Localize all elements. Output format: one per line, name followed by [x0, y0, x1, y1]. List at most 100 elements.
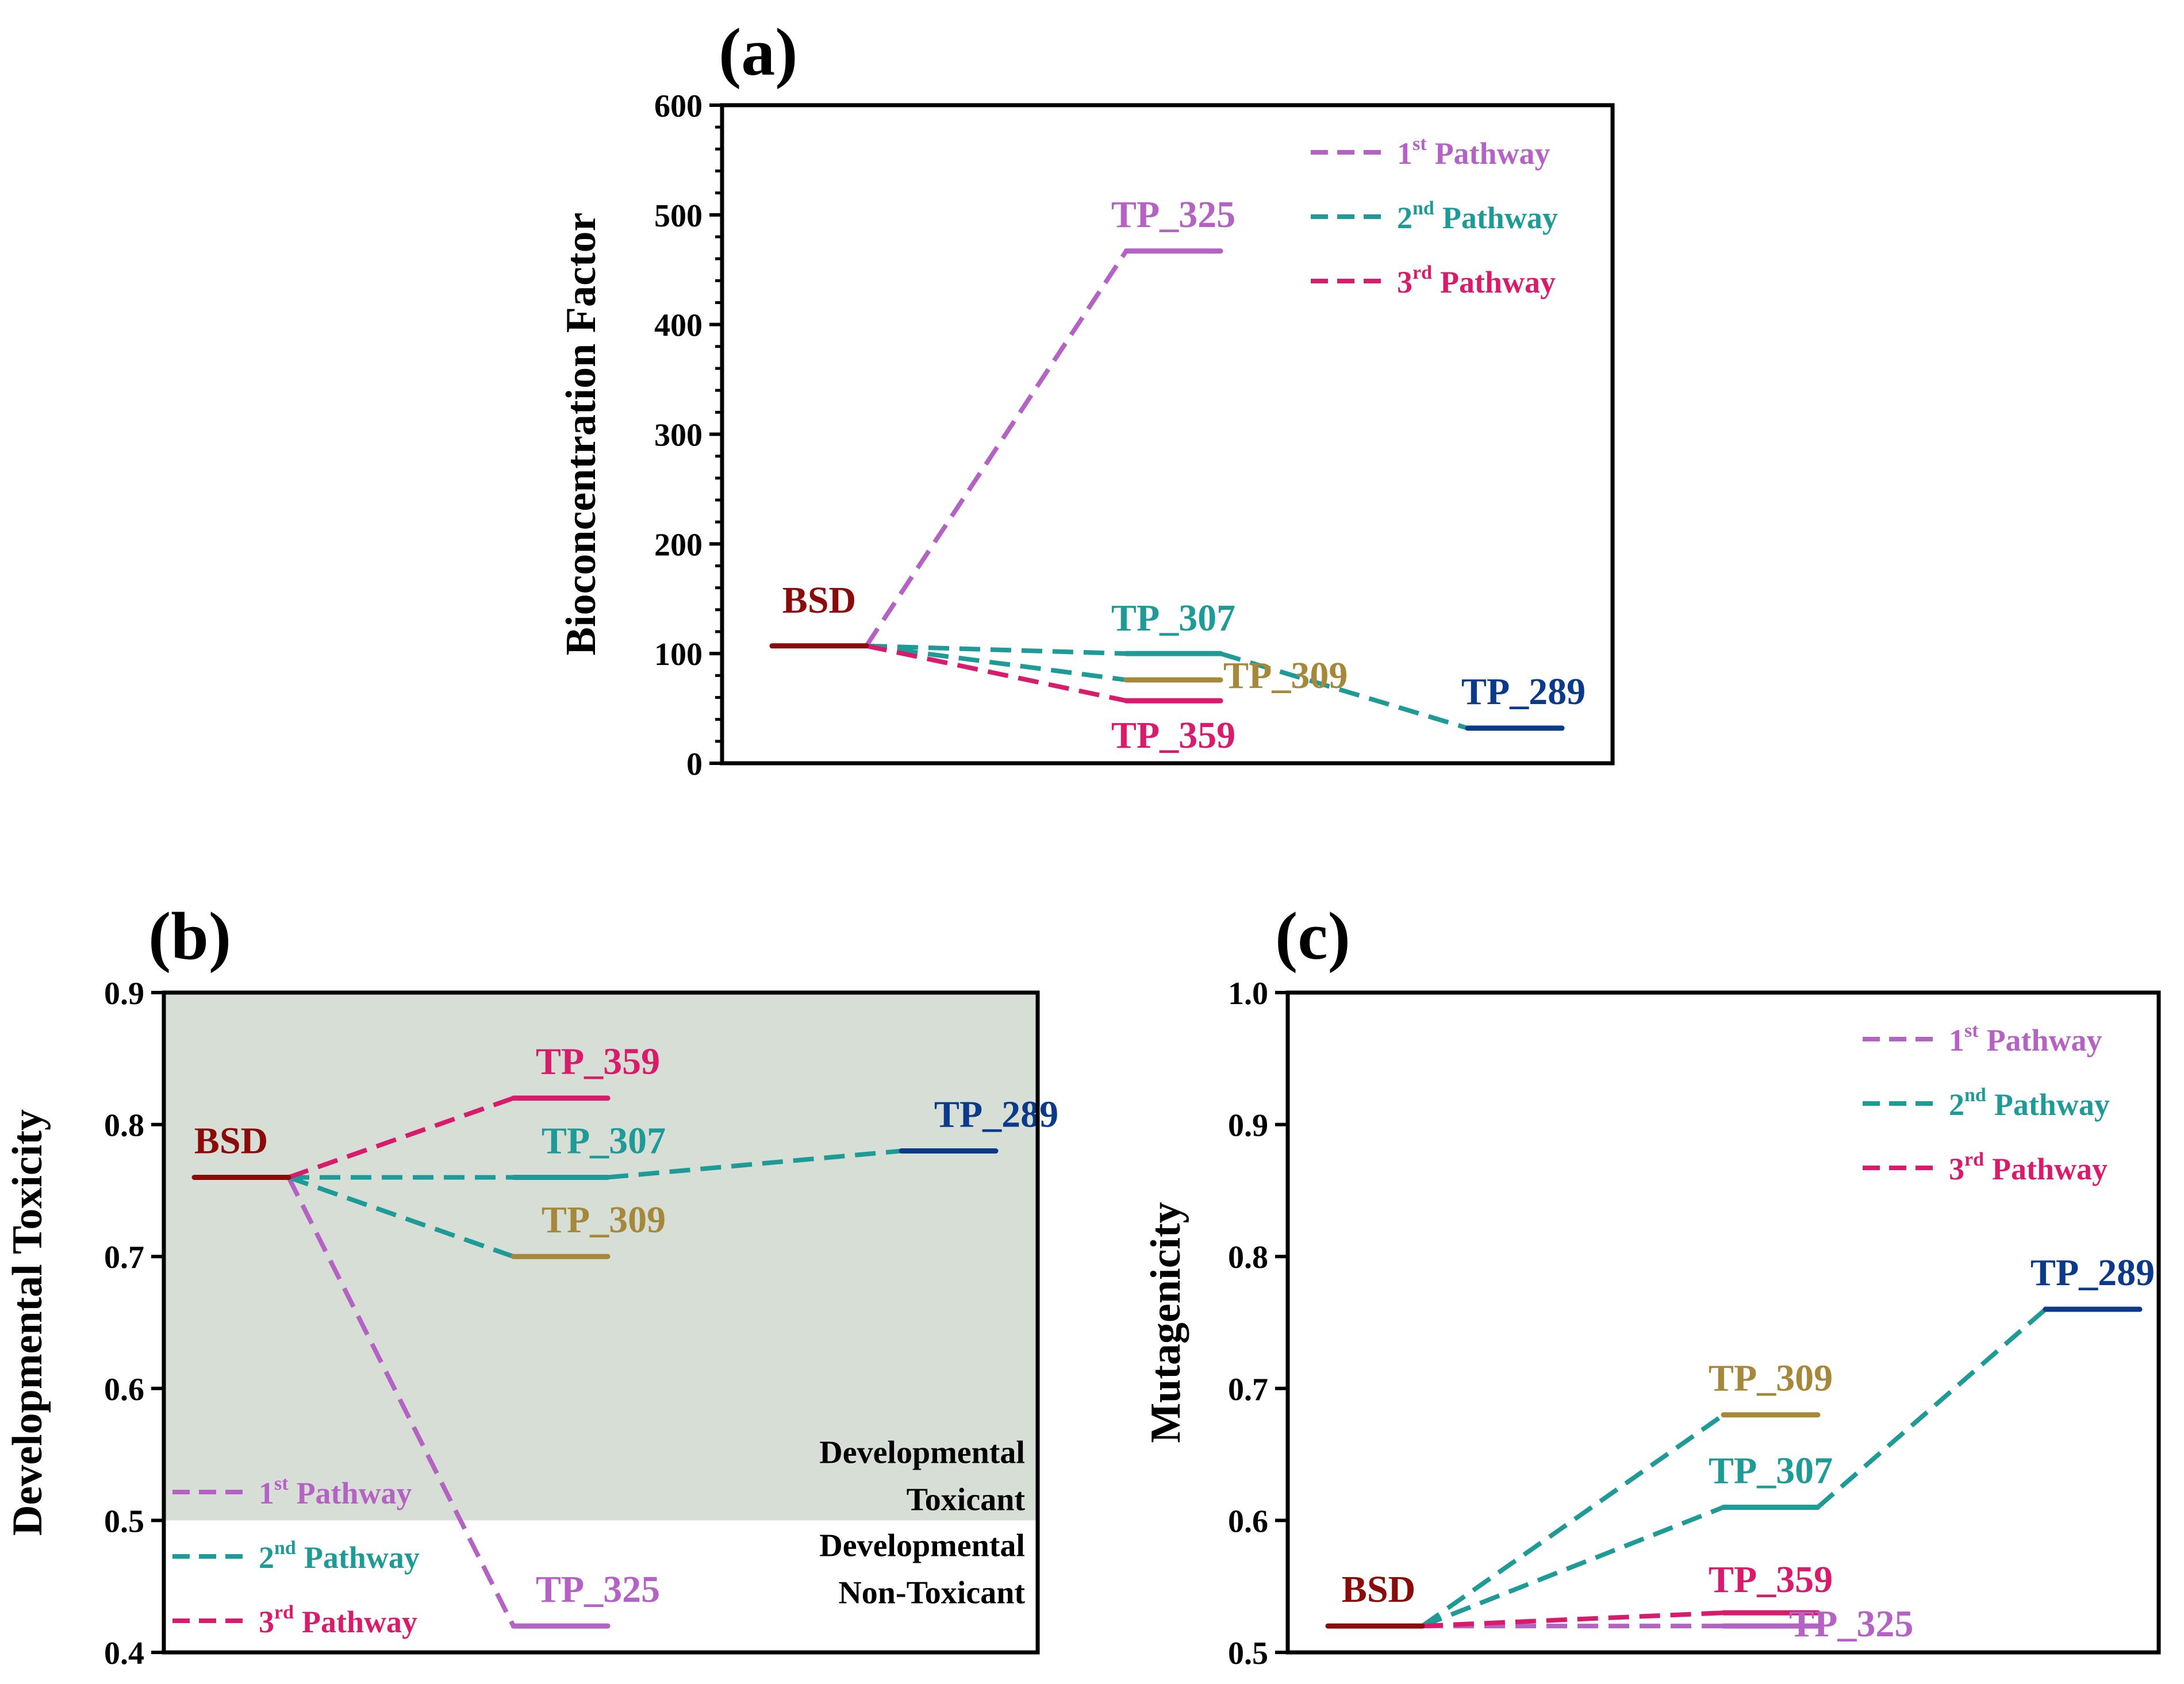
level-label-bsd: BSD [1342, 1568, 1415, 1610]
y-tick-label: 1.0 [1228, 976, 1268, 1012]
legend-number: 2 [1397, 201, 1413, 235]
legend-label-pathway-3: 3rd Pathway [1949, 1149, 2108, 1186]
legend-superscript: st [1964, 1020, 1979, 1041]
y-tick-label: 600 [654, 89, 703, 124]
level-label-tp-309: TP_309 [542, 1199, 666, 1241]
panel-b-developmental-toxicity: Developmental Toxicant Developmental Non-To… [4, 898, 1058, 1671]
plot-frame [1285, 990, 2161, 1655]
y-tick-label: 0 [686, 747, 703, 782]
y-tick-label: 0.4 [104, 1636, 144, 1671]
pathway-3-line-bsd-to-tp-359 [1422, 1610, 1724, 1629]
y-tick-label: 0.9 [1228, 1108, 1268, 1144]
y-axis-label: Bioconcentration Factor [558, 213, 605, 656]
level-label-tp-325: TP_325 [536, 1568, 660, 1610]
pathway-2-line-tp-307-to-tp-289 [607, 1148, 902, 1180]
pathway-2-line-tp-307-to-tp-289 [1816, 1308, 2047, 1509]
legend-superscript: rd [1413, 262, 1432, 283]
y-tick-label: 0.7 [104, 1240, 144, 1275]
panel-letter: (a) [719, 14, 798, 90]
level-label-tp-289: TP_289 [1461, 671, 1586, 713]
y-tick-label: 0.8 [1228, 1240, 1268, 1275]
y-axis-label: Developmental Toxicity [4, 1109, 51, 1536]
y-tick-label: 0.6 [1228, 1504, 1268, 1539]
y-tick-label: 0.7 [1228, 1372, 1268, 1408]
legend-number: 3 [1397, 265, 1413, 299]
legend-superscript: nd [1964, 1085, 1986, 1106]
panel-a-bioconcentration-factor: (a) Bioconcentration Factor 0 100 200 300 400 5… [558, 14, 1615, 782]
y-tick-label: 100 [654, 637, 703, 672]
level-label-tp-289: TP_289 [934, 1094, 1058, 1136]
legend-number: 1 [1949, 1023, 1964, 1058]
legend-number: 3 [259, 1605, 274, 1639]
legend-label-pathway-2: 2nd Pathway [1949, 1085, 2110, 1122]
pathway-1-line-bsd-to-tp-325 [864, 249, 1129, 648]
legend-text: Pathway [304, 1540, 420, 1575]
region-label-toxicant-line1: Developmental [819, 1435, 1025, 1470]
plot-frame [720, 103, 1615, 766]
legend-number: 1 [259, 1476, 274, 1510]
pathway-3-line-bsd-to-tp-359 [287, 1095, 515, 1180]
legend-superscript: st [274, 1473, 289, 1494]
legend-superscript: rd [274, 1602, 294, 1623]
level-label-tp-289: TP_289 [2031, 1252, 2155, 1294]
pathway-2-line-bsd-to-tp-309 [866, 643, 1127, 682]
legend-number: 3 [1949, 1152, 1964, 1186]
legend-label-pathway-2: 2nd Pathway [259, 1537, 420, 1575]
legend-number: 2 [1949, 1087, 1964, 1122]
y-tick-label: 0.6 [104, 1372, 144, 1408]
region-label-toxicant-line2: Toxicant [907, 1482, 1026, 1517]
legend-text: Pathway [1435, 136, 1550, 171]
pathway-1-line-bsd-to-tp-325 [286, 1176, 516, 1627]
y-tick-label: 0.9 [104, 976, 144, 1012]
legend-superscript: nd [274, 1537, 296, 1559]
legend-text: Pathway [1987, 1023, 2102, 1058]
level-label-tp-359: TP_359 [1111, 714, 1235, 756]
legend-number: 1 [1397, 136, 1413, 171]
y-tick-label: 0.5 [1228, 1636, 1268, 1671]
level-label-tp-307: TP_307 [1111, 597, 1235, 639]
level-label-tp-325: TP_325 [1789, 1603, 1913, 1645]
y-tick-label: 300 [654, 418, 703, 453]
level-label-tp-307: TP_307 [542, 1120, 666, 1162]
legend-label-pathway-2: 2nd Pathway [1397, 198, 1558, 235]
level-label-tp-325: TP_325 [1111, 194, 1235, 236]
legend-text: Pathway [1992, 1152, 2108, 1186]
legend-text: Pathway [1442, 201, 1558, 235]
y-tick-label: 200 [654, 527, 703, 563]
level-label-tp-309: TP_309 [1223, 655, 1348, 697]
legend-text: Pathway [302, 1605, 417, 1639]
panel-letter: (c) [1275, 898, 1350, 974]
legend-label-pathway-3: 3rd Pathway [1397, 262, 1556, 299]
y-tick-label: 0.8 [104, 1108, 144, 1144]
legend-superscript: nd [1413, 198, 1434, 219]
plot-frame [162, 990, 1040, 1655]
pathway-2-line-tp-307-to-tp-289 [1219, 651, 1469, 730]
legend-superscript: st [1413, 133, 1427, 155]
legend-number: 2 [259, 1540, 274, 1575]
region-label-non-toxicant-line2: Non-Toxicant [838, 1575, 1025, 1610]
legend-label-pathway-1: 1st Pathway [1949, 1020, 2102, 1058]
legend-text: Pathway [297, 1476, 412, 1510]
y-tick-label: 0.5 [104, 1504, 144, 1539]
pathway-3-line-bsd-to-tp-359 [866, 643, 1127, 703]
pathway-2-line-bsd-to-tp-309 [1421, 1413, 1725, 1628]
y-tick-label: 500 [654, 198, 703, 234]
panel-letter: (b) [148, 898, 231, 974]
legend-text: Pathway [1440, 265, 1556, 299]
pathway-2-line-bsd-to-tp-307 [1421, 1505, 1725, 1628]
level-label-bsd: BSD [782, 579, 856, 621]
level-label-tp-359: TP_359 [1709, 1559, 1833, 1601]
legend-text: Pathway [1994, 1087, 2110, 1122]
level-label-tp-359: TP_359 [536, 1041, 660, 1083]
region-label-non-toxicant-line1: Developmental [819, 1528, 1025, 1563]
y-axis-label: Mutagenicity [1142, 1202, 1189, 1443]
legend-label-pathway-1: 1st Pathway [259, 1473, 412, 1510]
legend-label-pathway-3: 3rd Pathway [259, 1602, 417, 1639]
pathway-2-line-bsd-to-tp-309 [287, 1175, 515, 1259]
level-label-tp-307: TP_307 [1709, 1450, 1833, 1491]
y-tick-label: 400 [654, 308, 703, 344]
level-label-bsd: BSD [194, 1120, 268, 1162]
legend-label-pathway-1: 1st Pathway [1397, 133, 1550, 171]
legend-superscript: rd [1964, 1149, 1984, 1170]
